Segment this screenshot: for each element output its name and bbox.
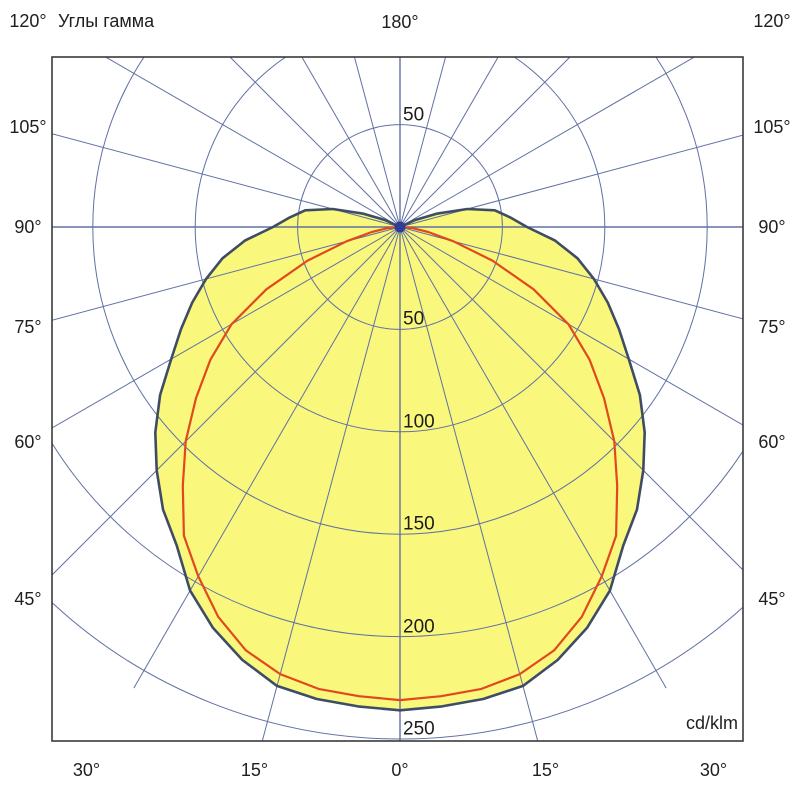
plot-frame (51, 56, 744, 742)
radial-scale-label-above-50: 50 (403, 104, 425, 126)
gamma-angle-label-right-105: 105° (753, 117, 791, 138)
curve-yellow-filled (154, 207, 646, 712)
curve-red (181, 225, 619, 702)
gamma-angle-label-left-90: 90° (14, 217, 42, 237)
gamma-angle-label-left-75: 75° (14, 316, 42, 337)
grid-ray-225 (229, 57, 401, 228)
grid-ray-120 (399, 57, 696, 228)
gamma-angle-label-right-90: 90° (758, 217, 786, 237)
gamma-angle-label-right-75: 75° (758, 316, 786, 337)
grid-ray-45 (399, 226, 743, 571)
grid-ray-195 (353, 57, 401, 228)
gamma-angle-label-bottom-0: 30° (72, 760, 101, 780)
grid-ray-255 (52, 133, 401, 228)
gamma-angle-label-bottom-4: 30° (699, 760, 728, 780)
radial-scale-label-50: 50 (403, 308, 425, 330)
grid-ray-15 (399, 226, 539, 741)
gamma-angle-label-right-60: 60° (758, 431, 786, 452)
radial-scale-label-150: 150 (403, 513, 435, 535)
grid-ray-345 (261, 226, 401, 741)
gamma-angle-label-bottom-1: 15° (240, 760, 269, 780)
gamma-angle-label-top-180: 180° (381, 12, 419, 32)
polar-grid (52, 57, 743, 741)
grid-ray-315 (52, 226, 401, 576)
radial-scale-label-250: 250 (403, 718, 435, 740)
grid-ray-105 (399, 134, 743, 228)
units-label: cd/klm (685, 713, 739, 733)
gamma-angle-label-bottom-3: 15° (531, 760, 560, 780)
grid-ray-60 (399, 226, 743, 426)
gamma-angle-label-left-105: 105° (9, 117, 47, 138)
radial-scale-label-100: 100 (403, 411, 435, 433)
grid-ray-300 (52, 226, 401, 429)
gamma-angle-label-right-120: 120° (753, 11, 791, 31)
plot-area (52, 57, 743, 741)
gamma-angle-label-bottom-2: 0° (391, 760, 409, 780)
radial-scale-label-200: 200 (403, 616, 435, 638)
pole-dot (394, 221, 406, 233)
gamma-angle-label-left-45: 45° (14, 589, 42, 609)
grid-ray-330 (133, 226, 401, 689)
gamma-angle-label-left-120: 120° (9, 11, 47, 31)
grid-ray-135 (399, 57, 571, 228)
grid-ray-210 (301, 57, 401, 228)
gamma-angle-label-left-60: 60° (14, 431, 42, 452)
page-title: Углы гамма (58, 11, 155, 31)
grid-ray-285 (52, 226, 401, 321)
grid-ray-75 (399, 226, 743, 320)
grid-ray-165 (399, 57, 447, 228)
grid-ray-150 (399, 57, 499, 228)
grid-ray-240 (104, 57, 401, 228)
grid-ray-30 (399, 226, 667, 689)
gamma-angle-label-right-45: 45° (758, 589, 786, 609)
